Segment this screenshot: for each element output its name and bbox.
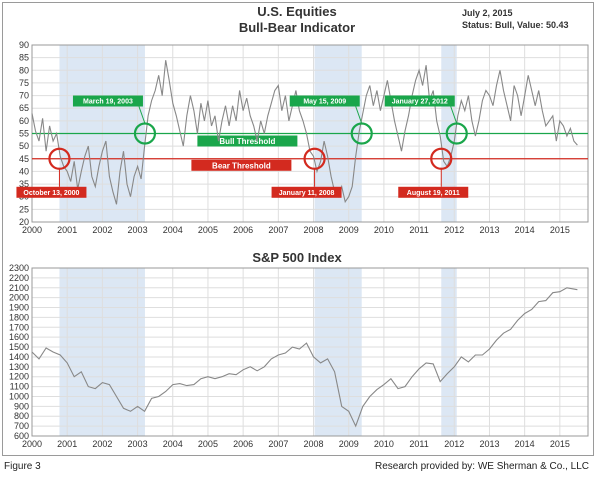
- x-tick-label: 2002: [92, 225, 112, 235]
- x-tick-label: 2010: [374, 439, 394, 449]
- y-tick-label: 1300: [9, 362, 29, 372]
- sp500-title: S&P 500 Index: [252, 250, 342, 265]
- x-tick-label: 2003: [128, 439, 148, 449]
- x-tick-label: 2001: [57, 439, 77, 449]
- callout-line: [138, 106, 146, 124]
- x-tick-label: 2011: [409, 439, 428, 449]
- x-tick-label: 2008: [304, 439, 324, 449]
- y-tick-label: 1700: [9, 322, 29, 332]
- y-tick-label: 1400: [9, 352, 29, 362]
- series-line: [31, 287, 578, 428]
- chart-canvas: 2025303540455055606570758085902000200120…: [9, 4, 589, 449]
- x-tick-label: 2001: [57, 225, 77, 235]
- x-tick-label: 2006: [233, 439, 253, 449]
- x-tick-label: 2002: [92, 439, 112, 449]
- y-tick-label: 65: [19, 103, 29, 113]
- y-tick-label: 90: [19, 40, 29, 50]
- chart-subtitle: Bull-Bear Indicator: [239, 20, 355, 35]
- callout-label: August 19, 2011: [407, 190, 460, 197]
- x-tick-label: 2000: [22, 439, 42, 449]
- y-tick-label: 40: [19, 166, 29, 176]
- x-tick-label: 2006: [233, 225, 253, 235]
- y-tick-label: 1100: [10, 382, 29, 392]
- x-tick-label: 2004: [163, 439, 183, 449]
- x-tick-label: 2005: [198, 439, 218, 449]
- y-tick-label: 20: [19, 217, 29, 227]
- y-tick-label: 2300: [9, 263, 29, 273]
- y-tick-label: 70: [19, 91, 29, 101]
- x-tick-label: 2015: [550, 439, 570, 449]
- y-tick-label: 2200: [9, 273, 29, 283]
- y-tick-label: 1200: [9, 372, 29, 382]
- callout-box: [72, 95, 143, 107]
- series-line: [31, 60, 578, 205]
- x-tick-label: 2013: [479, 225, 499, 235]
- callout-label: October 13, 2000: [23, 190, 79, 197]
- x-tick-label: 2005: [198, 225, 218, 235]
- y-tick-label: 2100: [9, 283, 29, 293]
- bull-bear-chart: 2025303540455055606570758085902000200120…: [16, 40, 589, 235]
- x-tick-label: 2007: [268, 439, 288, 449]
- y-tick-label: 1600: [9, 332, 29, 342]
- callout-line: [355, 106, 363, 124]
- y-tick-label: 45: [19, 154, 29, 164]
- bear-threshold-label: Bear Threshold: [212, 161, 271, 170]
- callout-label: January 27, 2012: [392, 99, 448, 106]
- y-tick-label: 600: [14, 431, 29, 441]
- status-value: Status: Bull, Value: 50.43: [462, 20, 569, 30]
- callout-label: March 19, 2003: [83, 99, 133, 106]
- y-tick-label: 900: [14, 401, 29, 411]
- y-tick-label: 80: [19, 65, 29, 75]
- callout-box: [271, 186, 342, 198]
- y-tick-label: 55: [19, 129, 29, 139]
- y-tick-label: 60: [19, 116, 29, 126]
- callout-box: [398, 186, 469, 198]
- y-tick-label: 1000: [9, 391, 29, 401]
- y-tick-label: 1800: [9, 312, 29, 322]
- x-tick-label: 2007: [268, 225, 288, 235]
- y-tick-label: 1900: [9, 303, 29, 313]
- x-tick-label: 2015: [550, 225, 570, 235]
- callout-line: [450, 106, 458, 124]
- x-tick-label: 2000: [22, 225, 42, 235]
- y-tick-label: 35: [19, 179, 29, 189]
- x-tick-label: 2014: [515, 225, 535, 235]
- x-tick-label: 2009: [339, 439, 359, 449]
- x-tick-label: 2008: [304, 225, 324, 235]
- bear-threshold-label-bg: [191, 159, 292, 171]
- callout-label: May 15, 2009: [303, 99, 346, 106]
- y-tick-label: 85: [19, 53, 29, 63]
- bear-period-band: [314, 268, 362, 436]
- chart-title: U.S. Equities: [257, 4, 336, 19]
- callout-box: [289, 95, 360, 107]
- status-date: July 2, 2015: [462, 8, 513, 18]
- callout-box: [16, 186, 87, 198]
- x-tick-label: 2003: [128, 225, 148, 235]
- x-tick-label: 2010: [374, 225, 394, 235]
- x-tick-label: 2011: [409, 225, 428, 235]
- bull-threshold-label: Bull Threshold: [219, 137, 275, 146]
- y-tick-label: 25: [19, 204, 29, 214]
- bull-threshold-label-bg: [197, 135, 298, 147]
- y-tick-label: 75: [19, 78, 29, 88]
- x-tick-label: 2012: [444, 225, 464, 235]
- y-tick-label: 2000: [9, 293, 29, 303]
- callout-label: January 11, 2008: [279, 190, 335, 197]
- sp500-chart: 6007008009001000110012001300140015001600…: [9, 263, 589, 449]
- x-tick-label: 2013: [479, 439, 499, 449]
- figure-label: Figure 3: [4, 461, 41, 472]
- callout-box: [384, 95, 455, 107]
- y-tick-label: 1500: [9, 342, 29, 352]
- y-tick-label: 700: [14, 421, 29, 431]
- credit-text: Research provided by: WE Sherman & Co., …: [375, 461, 589, 472]
- x-tick-label: 2012: [444, 439, 464, 449]
- y-tick-label: 50: [19, 141, 29, 151]
- x-tick-label: 2004: [163, 225, 183, 235]
- x-tick-label: 2014: [515, 439, 535, 449]
- bear-period-band: [441, 268, 457, 436]
- y-tick-label: 800: [14, 411, 29, 421]
- x-tick-label: 2009: [339, 225, 359, 235]
